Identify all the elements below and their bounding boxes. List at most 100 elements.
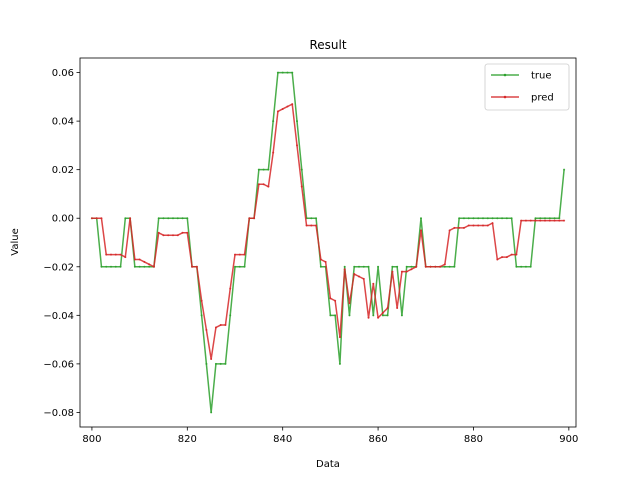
y-tick-label: 0.00	[52, 214, 74, 225]
x-tick-label: 820	[178, 434, 197, 445]
x-tick-label: 800	[82, 434, 101, 445]
data-point-true	[267, 168, 270, 171]
data-point-pred	[386, 307, 389, 310]
data-point-true	[157, 217, 160, 220]
data-point-pred	[505, 256, 508, 259]
data-point-true	[558, 217, 561, 220]
data-point-true	[234, 265, 236, 268]
data-point-pred	[310, 224, 313, 227]
data-point-pred	[157, 231, 160, 234]
x-tick-label: 880	[464, 434, 483, 445]
data-point-pred	[372, 282, 375, 285]
data-point-pred	[453, 226, 456, 229]
data-point-pred	[100, 217, 103, 220]
data-point-true	[338, 362, 341, 365]
data-point-pred	[324, 260, 327, 263]
data-point-true	[539, 217, 542, 220]
data-point-true	[224, 362, 227, 365]
data-point-true	[181, 217, 184, 220]
data-point-true	[534, 217, 537, 220]
data-point-true	[138, 265, 141, 268]
data-point-pred	[224, 324, 227, 327]
data-point-true	[281, 71, 284, 74]
data-point-true	[391, 265, 394, 268]
data-point-pred	[410, 268, 413, 271]
y-tick-label: −0.02	[43, 262, 74, 273]
data-point-pred	[405, 270, 408, 273]
data-point-true	[472, 217, 475, 220]
data-point-true	[243, 265, 246, 268]
data-point-pred	[262, 183, 265, 186]
data-point-pred	[195, 265, 198, 268]
data-point-true	[205, 362, 208, 365]
data-point-pred	[286, 105, 289, 108]
data-point-true	[367, 265, 370, 268]
x-tick-label: 900	[559, 434, 578, 445]
data-point-true	[524, 265, 527, 268]
y-tick-label: −0.06	[43, 359, 74, 370]
data-point-pred	[486, 224, 489, 227]
data-point-true	[505, 217, 508, 220]
data-point-pred	[243, 253, 246, 256]
data-point-true	[548, 217, 551, 220]
data-point-true	[100, 265, 103, 268]
data-point-true	[477, 217, 480, 220]
data-point-true	[214, 362, 217, 365]
data-point-pred	[186, 231, 189, 234]
data-point-true	[133, 265, 136, 268]
data-point-true	[300, 168, 303, 171]
data-point-pred	[424, 265, 427, 268]
legend-marker-pred	[503, 95, 507, 99]
data-point-true	[496, 217, 499, 220]
data-point-true	[110, 265, 112, 268]
data-point-pred	[472, 224, 475, 227]
data-point-true	[105, 265, 108, 268]
y-tick-label: −0.08	[43, 408, 74, 419]
data-point-pred	[434, 265, 437, 268]
y-tick-label: −0.04	[43, 311, 74, 322]
data-point-pred	[300, 185, 303, 188]
data-point-true	[257, 168, 260, 171]
data-point-pred	[119, 253, 122, 256]
data-point-pred	[539, 219, 542, 222]
x-tick-label: 860	[369, 434, 388, 445]
legend: true pred	[484, 63, 570, 111]
data-point-pred	[482, 224, 484, 227]
data-point-true	[162, 217, 165, 220]
data-point-pred	[276, 110, 279, 113]
data-point-true	[486, 217, 489, 220]
data-point-pred	[558, 219, 561, 222]
data-point-pred	[510, 253, 513, 256]
data-point-true	[420, 217, 422, 220]
data-point-pred	[381, 311, 384, 314]
data-point-true	[520, 265, 523, 268]
x-axis: 800 820 840 860 880 900	[82, 427, 578, 445]
data-point-true	[238, 265, 241, 268]
data-point-pred	[296, 144, 298, 147]
data-point-true	[482, 217, 484, 220]
data-point-true	[315, 217, 318, 220]
data-point-true	[200, 314, 203, 317]
data-point-pred	[152, 265, 155, 268]
data-point-true	[186, 217, 189, 220]
data-point-true	[458, 217, 461, 220]
data-point-pred	[362, 277, 365, 280]
data-point-pred	[462, 226, 465, 229]
y-tick-label: 0.04	[52, 117, 74, 128]
data-point-true	[510, 217, 513, 220]
data-point-true	[515, 265, 518, 268]
data-point-pred	[439, 265, 442, 268]
data-point-true	[143, 265, 146, 268]
data-point-true	[172, 217, 174, 220]
data-point-true	[272, 120, 275, 123]
data-point-pred	[448, 229, 451, 232]
data-point-true	[362, 265, 365, 268]
chart-title: Result	[309, 38, 346, 52]
data-point-true	[544, 217, 546, 220]
data-point-pred	[358, 275, 360, 278]
data-point-true	[400, 314, 403, 317]
data-point-true	[348, 314, 351, 317]
series-layer	[90, 71, 566, 414]
data-point-pred	[253, 217, 256, 220]
data-point-pred	[257, 183, 260, 186]
